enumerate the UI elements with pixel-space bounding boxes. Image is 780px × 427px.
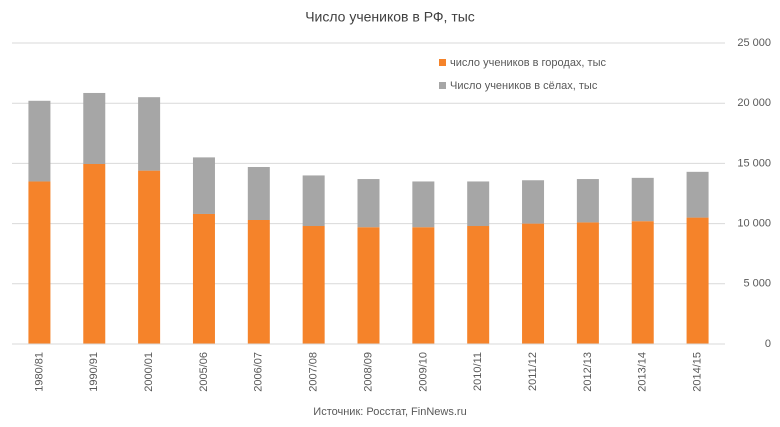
y-tick-label: 20 000 (737, 97, 771, 109)
legend-swatch (439, 59, 446, 66)
bar-segment (467, 181, 490, 227)
bar-segment (83, 92, 106, 165)
x-tick-label: 2008/09 (362, 352, 374, 392)
x-tick-label: 2010/11 (472, 352, 484, 391)
bar-segment (412, 227, 435, 344)
x-tick-label: 2013/14 (637, 352, 649, 392)
x-tick-label: 2007/08 (308, 352, 320, 392)
legend-swatch (439, 82, 446, 89)
x-tick-label: 2000/01 (143, 352, 155, 392)
x-tick-label: 2006/07 (253, 352, 265, 392)
bar-segment (412, 181, 435, 228)
bar-segment (192, 157, 215, 214)
bar-segment (631, 177, 654, 222)
x-tick-label: 2014/15 (691, 352, 703, 392)
bar-segment (522, 223, 545, 344)
bar-segment (357, 227, 380, 344)
bar-segment (576, 179, 599, 223)
bar-segment (28, 181, 51, 344)
bar-segment (686, 217, 709, 344)
bar-segment (686, 171, 709, 218)
y-tick-label: 10 000 (737, 218, 771, 230)
bar-segment (138, 170, 161, 344)
bar-segment (138, 97, 161, 171)
x-tick-label: 1980/81 (33, 352, 45, 392)
bar-segment (247, 167, 270, 220)
source: Источник: Росстат, FinNews.ru (313, 406, 466, 418)
bar-segment (522, 180, 545, 224)
y-tick-label: 0 (765, 338, 771, 350)
bar-segment (357, 179, 380, 228)
x-tick-label: 1990/91 (88, 352, 100, 392)
x-tick-label: 2011/12 (527, 352, 539, 391)
legend-label: Число учеников в сёлах, тыс (450, 80, 598, 92)
y-tick-label: 15 000 (737, 157, 771, 169)
bar-segment (192, 213, 215, 344)
chart-title: Число учеников в РФ, тыс (305, 9, 475, 25)
x-tick-label: 2012/13 (582, 352, 594, 392)
bar-segment (302, 226, 325, 344)
legend-label: число учеников в городах, тыс (450, 57, 606, 69)
x-tick-label: 2005/06 (198, 352, 210, 392)
y-tick-label: 5 000 (743, 278, 771, 290)
bar-segment (631, 221, 654, 344)
bar-segment (83, 164, 106, 344)
y-tick-label: 25 000 (737, 37, 771, 49)
bar-segment (247, 219, 270, 344)
bar-segment (576, 222, 599, 344)
bar-segment (28, 100, 51, 182)
bar-segment (302, 175, 325, 227)
bar-segment (467, 226, 490, 344)
x-tick-label: 2009/10 (417, 352, 429, 392)
